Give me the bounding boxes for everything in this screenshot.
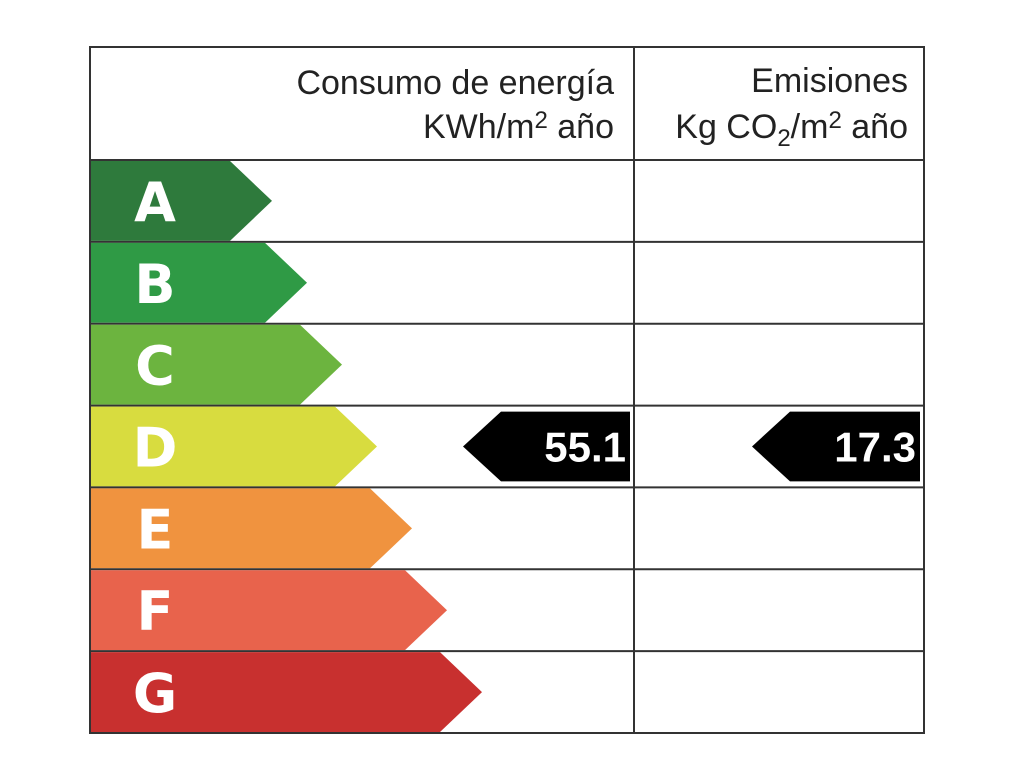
unit-part: año bbox=[842, 108, 908, 146]
rating-arrow bbox=[91, 652, 482, 732]
rating-letter: G bbox=[133, 662, 177, 725]
frame bbox=[89, 46, 925, 734]
unit-part: KWh/m bbox=[423, 108, 534, 146]
rating-arrow bbox=[91, 488, 412, 569]
emissions-title: Emisiones bbox=[751, 62, 908, 100]
unit-sup: 2 bbox=[534, 107, 547, 134]
rating-letter: C bbox=[135, 335, 175, 398]
rating-arrow bbox=[91, 406, 377, 487]
unit-sub: 2 bbox=[777, 125, 790, 152]
indicator-arrow bbox=[463, 411, 630, 482]
rating-letter: D bbox=[133, 417, 178, 480]
rating-arrow bbox=[91, 570, 447, 651]
unit-part: /m bbox=[791, 108, 829, 146]
rating-letter: E bbox=[137, 498, 174, 561]
energy-value: 55.1 bbox=[544, 424, 626, 471]
rating-arrow bbox=[91, 324, 342, 405]
rating-letter: F bbox=[137, 580, 174, 643]
rating-arrow bbox=[91, 161, 272, 241]
energy-title: Consumo de energía bbox=[296, 64, 614, 102]
rating-arrow bbox=[91, 242, 307, 323]
energy-unit: KWh/m2 año bbox=[423, 107, 614, 146]
unit-part: Kg CO bbox=[675, 108, 777, 146]
emissions-unit: Kg CO2/m2 año bbox=[675, 107, 908, 152]
indicator-arrow bbox=[752, 411, 920, 482]
unit-part: año bbox=[548, 108, 614, 146]
rating-letter: A bbox=[134, 171, 176, 234]
rating-letter: B bbox=[134, 253, 175, 316]
emissions-value: 17.3 bbox=[834, 424, 916, 471]
unit-sup: 2 bbox=[828, 107, 841, 134]
